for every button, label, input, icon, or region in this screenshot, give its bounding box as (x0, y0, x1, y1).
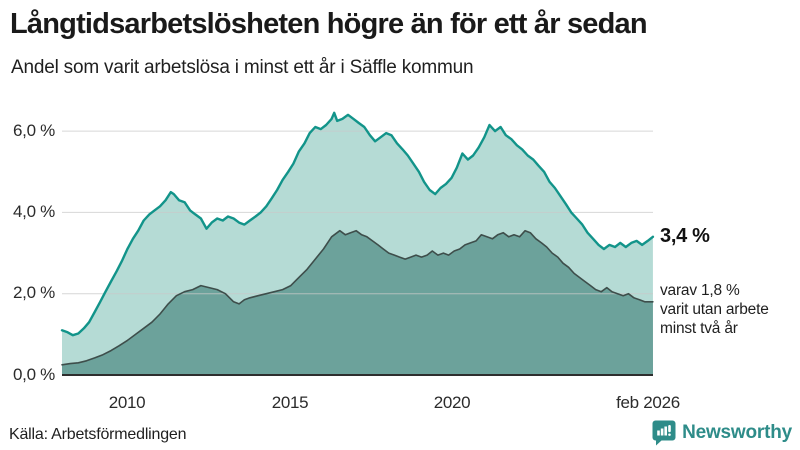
y-tick-0: 0,0 % (13, 365, 55, 384)
subset-annotation-line-2: varit utan arbete (660, 301, 769, 318)
series-line (61, 229, 654, 366)
series-line (60, 111, 655, 337)
y-tick-4: 4,0 % (13, 202, 55, 221)
newsworthy-brand: Newsworthy (652, 419, 792, 447)
x-tick-2010: 2010 (108, 393, 146, 412)
page-title: Långtidsarbetslösheten högre än för ett … (10, 8, 648, 40)
newsworthy-brand-name: Newsworthy (682, 422, 792, 443)
y-tick-2: 2,0 % (13, 283, 55, 302)
x-tick-feb-2026: feb 2026 (616, 393, 680, 412)
source-credit: Källa: Arbetsförmedlingen (9, 426, 187, 443)
y-tick-6: 6,0 % (13, 121, 55, 140)
x-tick-2020: 2020 (433, 393, 471, 412)
area-fill (62, 230, 653, 375)
subset-series-annotation: varav 1,8 % varit utan arbete minst två … (660, 281, 800, 338)
x-tick-2015: 2015 (271, 393, 309, 412)
subset-annotation-line-1: varav 1,8 % (660, 282, 740, 299)
chart-subtitle: Andel som varit arbetslösa i minst ett å… (11, 57, 474, 78)
total-series-end-value: 3,4 % (660, 225, 710, 247)
newsworthy-logo-icon (652, 420, 676, 445)
subset-annotation-line-3: minst två år (660, 320, 738, 337)
